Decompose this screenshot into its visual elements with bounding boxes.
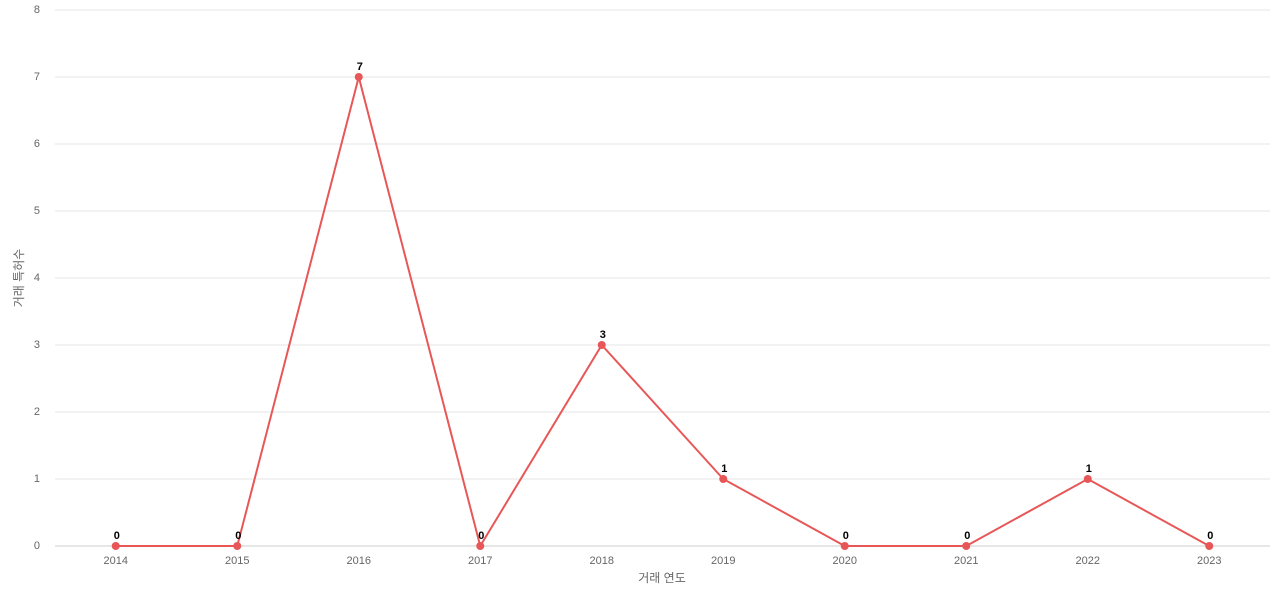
data-label: 7 — [357, 61, 363, 73]
y-tick-label: 4 — [34, 272, 40, 284]
x-tick-label: 2019 — [711, 555, 735, 567]
y-tick-label: 3 — [34, 339, 40, 351]
data-label: 0 — [843, 530, 849, 542]
point — [1083, 475, 1092, 483]
point — [233, 542, 242, 550]
data-label: 1 — [721, 463, 727, 475]
x-tick-label: 2017 — [468, 555, 492, 567]
x-tick-label: 2022 — [1076, 555, 1100, 567]
point — [354, 73, 363, 81]
point — [476, 542, 485, 550]
x-tick-label: 2021 — [954, 555, 978, 567]
point — [1205, 542, 1214, 550]
data-label: 0 — [964, 530, 970, 542]
line — [115, 73, 1210, 549]
point — [719, 475, 728, 483]
y-tick-label: 7 — [34, 71, 40, 83]
data-label: 0 — [1207, 530, 1213, 542]
data-label: 0 — [114, 530, 120, 542]
x-tick-label: 2014 — [104, 555, 128, 567]
x-tick-label: 2018 — [590, 555, 614, 567]
x-tick-label: 2020 — [833, 555, 857, 567]
y-tick-label: 2 — [34, 406, 40, 418]
x-tick-label: 2023 — [1197, 555, 1221, 567]
y-tick-label: 5 — [34, 205, 40, 217]
y-tick-label: 0 — [34, 540, 40, 552]
y-tick-label: 6 — [34, 138, 40, 150]
data-label: 0 — [478, 530, 484, 542]
x-tick-label: 2016 — [347, 555, 371, 567]
point — [840, 542, 849, 550]
y-tick-label: 8 — [34, 4, 40, 16]
y-tick-label: 1 — [34, 473, 40, 485]
point — [111, 542, 120, 550]
data-label: 3 — [600, 329, 606, 341]
x-tick-label: 2015 — [225, 555, 249, 567]
data-label: 0 — [235, 530, 241, 542]
data-label: 1 — [1086, 463, 1092, 475]
y-axis-label: 거래 특허수 — [12, 249, 26, 308]
x-axis-label: 거래 연도 — [638, 571, 686, 585]
point — [597, 341, 606, 349]
point — [962, 542, 971, 550]
